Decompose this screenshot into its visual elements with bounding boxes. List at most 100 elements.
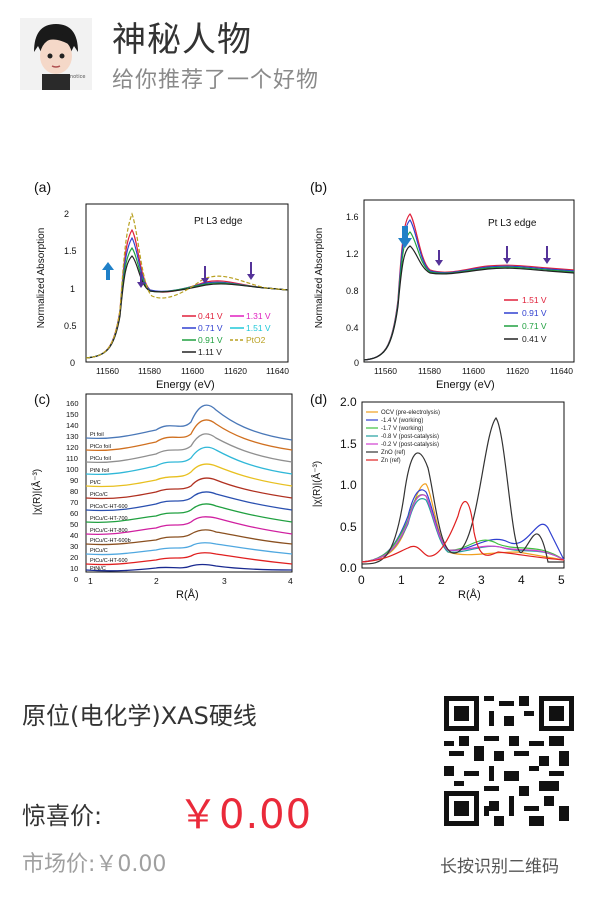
- plot-frame: [85, 203, 289, 363]
- svg-text:0: 0: [74, 575, 78, 584]
- arrow-down-icon: [503, 246, 511, 264]
- x-tick: 11640: [266, 366, 289, 376]
- y-tick: 1.6: [346, 212, 359, 222]
- recommend-text: 给你推荐了一个好物: [112, 68, 320, 93]
- legend-label: 0.71 V: [198, 323, 223, 333]
- y-tick: 0: [354, 358, 359, 368]
- svg-text:30: 30: [70, 542, 78, 551]
- svg-text:PtNi/C: PtNi/C: [90, 566, 106, 572]
- svg-text:160: 160: [66, 399, 79, 408]
- legend-label: 0.91 V: [198, 335, 223, 345]
- y-tick: 0.4: [346, 323, 359, 333]
- svg-text:Pt/C: Pt/C: [90, 480, 101, 486]
- svg-text:PtCu/C-HT-600: PtCu/C-HT-600: [90, 558, 128, 564]
- axis-label: Energy (eV): [436, 379, 495, 391]
- plot-frame: [361, 401, 565, 569]
- axis-label: Energy (eV): [156, 379, 215, 391]
- x-tick: 11560: [96, 366, 119, 376]
- figure-svg: (a) Normalized Absorption 2 1.5 1 0.5 0 …: [30, 179, 575, 601]
- arrow-up-icon: [102, 262, 114, 280]
- y-tick: 2.0: [340, 395, 357, 409]
- legend: 1.51 V 0.91 V 0.71 V 0.41 V: [504, 295, 547, 344]
- svg-text:PtCo/C: PtCo/C: [90, 492, 108, 498]
- x-tick: 1: [88, 576, 93, 586]
- svg-text:60: 60: [70, 509, 78, 518]
- svg-text:-0.8 V (post-catalysis): -0.8 V (post-catalysis): [381, 434, 439, 440]
- y-tick: 1: [70, 284, 75, 294]
- y-ticks: 160 150 140 130 120 110 100 90 80 70 60 …: [66, 399, 79, 584]
- svg-text:PtCo foil: PtCo foil: [90, 444, 111, 450]
- panel-b: (b) Normalized Absorption 1.6 1.2 0.8 0.…: [310, 179, 575, 391]
- svg-text:110: 110: [66, 454, 78, 463]
- y-tick: 1.5: [64, 246, 77, 256]
- svg-text:120: 120: [66, 443, 79, 452]
- legend-label: 1.51 V: [522, 295, 547, 305]
- y-tick: 2: [64, 209, 69, 219]
- svg-text:-1.7 V (working): -1.7 V (working): [381, 426, 423, 432]
- arrow-down-icon: [247, 262, 255, 280]
- axis-label: R(Å): [458, 588, 481, 601]
- header: notice 神秘人物 给你推荐了一个好物: [0, 0, 600, 110]
- x-tick: 11640: [550, 366, 573, 376]
- y-tick: 0.5: [340, 520, 357, 534]
- svg-text:PtCu/C: PtCu/C: [90, 548, 108, 554]
- x-tick: 4: [288, 576, 293, 586]
- svg-text:PtCu/C-HT-600b: PtCu/C-HT-600b: [90, 538, 131, 544]
- arrow-down-icon: [435, 250, 443, 266]
- y-tick: 1.5: [340, 437, 357, 451]
- axis-label: R(Å): [176, 588, 199, 601]
- svg-text:-0.2 V (post-catalysis): -0.2 V (post-catalysis): [381, 442, 439, 448]
- svg-text:140: 140: [66, 421, 79, 430]
- x-tick: 11560: [374, 366, 397, 376]
- qr-caption: 长按识别二维码: [440, 857, 559, 877]
- legend-label: PtO2: [246, 335, 266, 345]
- legend-label: 0.91 V: [522, 308, 547, 318]
- x-tick: 0: [358, 573, 365, 587]
- exafs-curves: [361, 417, 565, 565]
- svg-text:80: 80: [70, 487, 78, 496]
- svg-text:PtNi foil: PtNi foil: [90, 468, 109, 474]
- x-tick: 2: [154, 576, 159, 586]
- svg-text:notice: notice: [70, 74, 85, 80]
- price-label: 惊喜价:: [22, 802, 103, 830]
- legend-label: 0.41 V: [198, 311, 223, 321]
- svg-text:OCV (pre-electrolysis): OCV (pre-electrolysis): [381, 410, 440, 416]
- legend-label: 0.41 V: [522, 334, 547, 344]
- legend-label: 1.31 V: [246, 311, 271, 321]
- avatar[interactable]: notice: [20, 18, 92, 90]
- svg-text:10: 10: [70, 564, 78, 573]
- exafs-curves: [85, 404, 293, 572]
- y-tick: 1.0: [340, 478, 357, 492]
- x-tick: 3: [478, 573, 485, 587]
- arrow-down-icon: [398, 226, 412, 248]
- panel-c: (c) |χ(R)|(Å⁻³) 160 150 140 130 120 110 …: [30, 391, 293, 601]
- plot-frame: [363, 199, 575, 363]
- svg-text:150: 150: [66, 410, 79, 419]
- qr-code[interactable]: [444, 696, 574, 826]
- x-tick: 3: [222, 576, 227, 586]
- product-name: 原位(电化学)XAS硬线: [22, 702, 257, 730]
- y-tick: 0.0: [340, 561, 357, 575]
- edge-label: Pt L3 edge: [194, 216, 243, 227]
- panel-label: (d): [310, 391, 327, 407]
- axis-label: Normalized Absorption: [36, 228, 47, 329]
- legend-label: 0.71 V: [522, 321, 547, 331]
- panel-a: (a) Normalized Absorption 2 1.5 1 0.5 0 …: [34, 179, 289, 391]
- svg-text:Zn (ref): Zn (ref): [381, 458, 401, 464]
- qr-code-icon: [444, 696, 574, 826]
- arrow-down-icon: [201, 266, 209, 284]
- y-tick: 0: [70, 358, 75, 368]
- svg-text:Pt foil: Pt foil: [90, 432, 104, 438]
- x-tick: 11600: [462, 366, 485, 376]
- x-tick: 11620: [506, 366, 529, 376]
- svg-text:PtCu/C-HT-800: PtCu/C-HT-800: [90, 528, 128, 534]
- legend: OCV (pre-electrolysis) -1.4 V (working) …: [366, 410, 440, 464]
- x-tick: 5: [558, 573, 565, 587]
- price-value: ￥0.00: [178, 792, 313, 838]
- plot-frame: [85, 393, 293, 573]
- svg-text:100: 100: [66, 465, 79, 474]
- product-figure: (a) Normalized Absorption 2 1.5 1 0.5 0 …: [26, 170, 578, 610]
- x-tick: 4: [518, 573, 525, 587]
- svg-text:20: 20: [70, 553, 78, 562]
- svg-text:ZnO (ref): ZnO (ref): [381, 450, 405, 456]
